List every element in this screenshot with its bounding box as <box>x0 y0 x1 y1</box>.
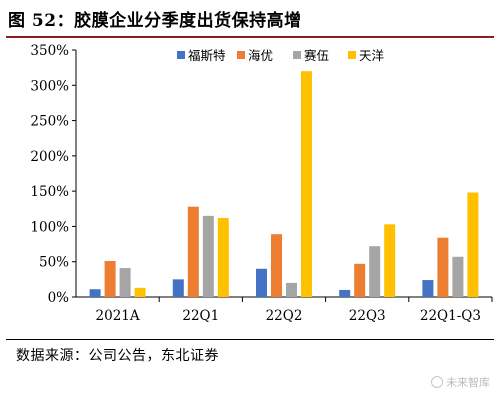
legend-swatch <box>293 51 301 59</box>
x-tick-label: 22Q1 <box>182 308 219 324</box>
y-tick-label: 200% <box>30 149 69 165</box>
x-tick-label: 2021A <box>96 308 140 324</box>
legend-swatch <box>177 51 185 59</box>
figure-title: 图 52：胶膜企业分季度出货保持高增 <box>8 11 302 31</box>
watermark-text: 未来智库 <box>446 376 490 389</box>
bar <box>202 215 214 297</box>
x-tick-label: 22Q3 <box>349 308 386 324</box>
bar <box>422 280 434 297</box>
y-tick-label: 150% <box>30 184 69 200</box>
source-note: 数据来源：公司公告，东北证券 <box>16 348 219 364</box>
bar <box>104 261 116 297</box>
watermark-logo-icon <box>431 376 443 388</box>
bar <box>339 289 351 297</box>
x-tick-label: 22Q2 <box>266 308 303 324</box>
y-tick-label: 250% <box>30 114 69 130</box>
bar <box>286 282 297 297</box>
bar-chart: 0% 50% 100% 150% 200% 250% 300% 350% 2021A 22Q1 22… <box>30 43 493 324</box>
legend-label: 海优 <box>248 48 273 63</box>
bottom-divider <box>6 339 494 340</box>
bar <box>354 263 366 297</box>
legend-swatch <box>348 51 356 59</box>
bar <box>369 246 381 297</box>
bar <box>119 268 131 297</box>
bar <box>467 192 479 297</box>
bar <box>437 237 449 297</box>
y-tick-label: 100% <box>30 219 69 235</box>
bar <box>172 279 184 297</box>
title-divider <box>6 36 494 38</box>
legend-label: 天洋 <box>359 48 384 63</box>
legend-swatch <box>237 51 245 59</box>
bar <box>384 224 396 297</box>
bar <box>256 268 267 297</box>
bar <box>452 256 464 297</box>
bar <box>217 217 229 297</box>
bar <box>301 71 312 297</box>
bar <box>134 287 146 297</box>
legend-label: 赛伍 <box>304 48 329 63</box>
legend-label: 福斯特 <box>188 48 226 63</box>
y-tick-label: 0% <box>48 290 70 306</box>
y-tick-label: 50% <box>39 255 69 271</box>
bar <box>89 289 101 297</box>
bar <box>271 234 282 297</box>
bar <box>187 206 199 297</box>
watermark: 未来智库 <box>431 374 490 390</box>
chart-container: 0% 50% 100% 150% 200% 250% 300% 350% 2021A 22Q1 22… <box>0 40 500 340</box>
y-tick-label: 350% <box>30 43 69 59</box>
y-tick-label: 300% <box>30 78 69 94</box>
x-tick-label: 22Q1-Q3 <box>420 308 481 324</box>
